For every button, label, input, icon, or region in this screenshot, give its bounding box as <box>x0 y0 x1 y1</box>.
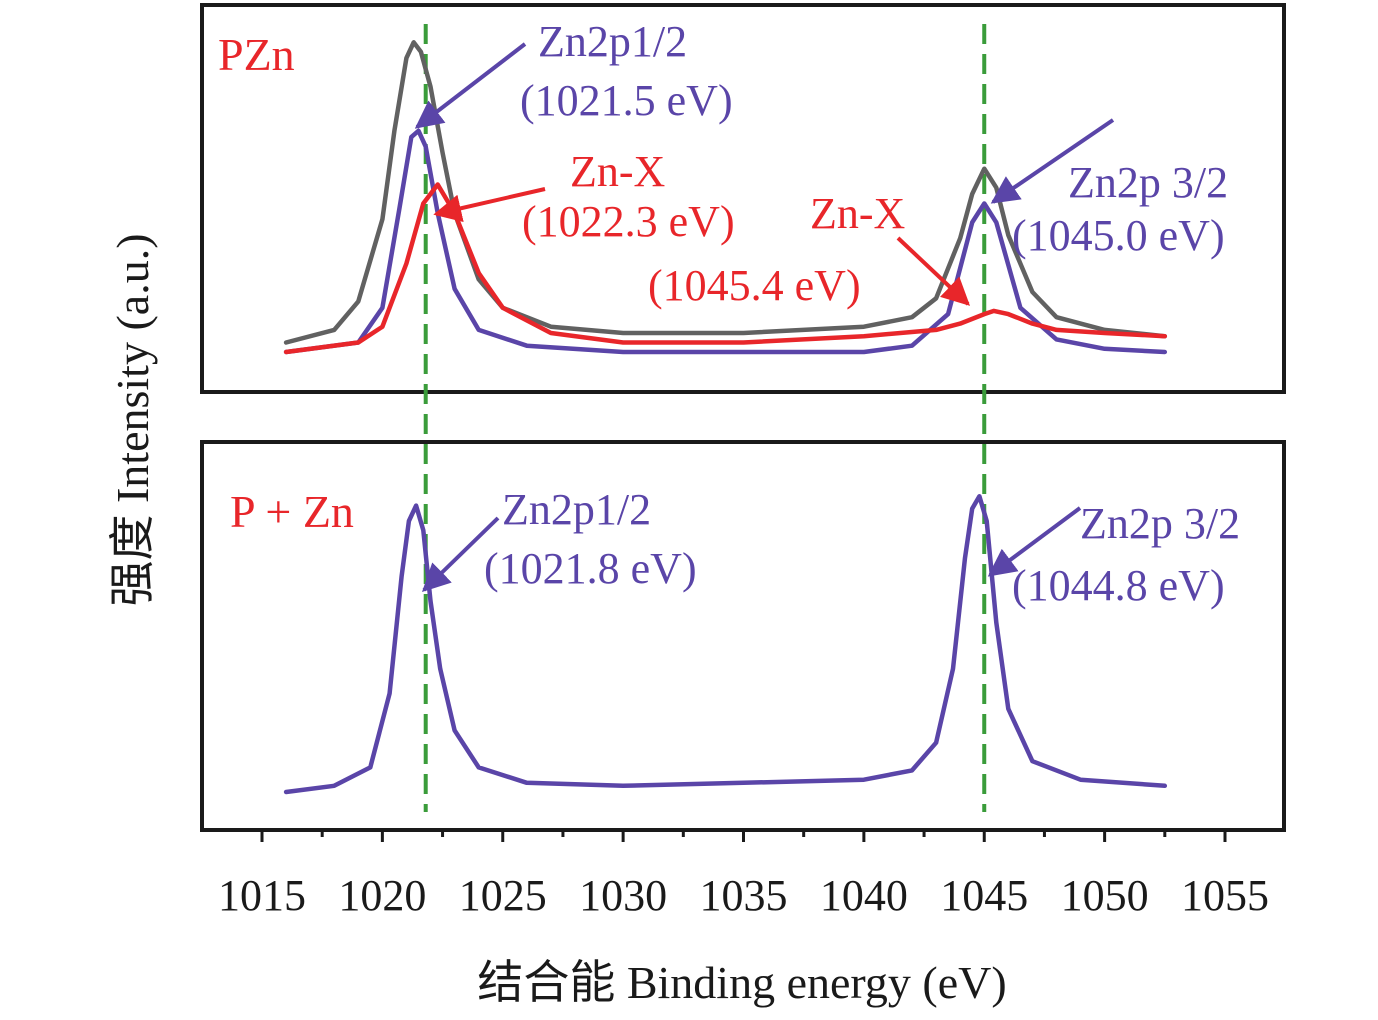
x-tick-label: 1020 <box>338 871 426 920</box>
series-layer <box>283 40 1168 795</box>
annotation-arrows <box>414 42 1115 592</box>
annotation-znx-1022-energy: (1022.3 eV) <box>522 197 735 246</box>
annotation-znx-1022-name: Zn-X <box>570 147 665 196</box>
arrow-zn2p12-top <box>414 42 527 129</box>
annotation-zn2p32-bottom-energy: (1044.8 eV) <box>1012 561 1225 610</box>
annotation-zn2p12-bottom-name: Zn2p1/2 <box>502 485 651 534</box>
arrow-zn2p32-bottom <box>987 506 1082 577</box>
annotation-zn2p12-bottom-energy: (1021.8 eV) <box>484 544 697 593</box>
x-tick-label: 1040 <box>820 871 908 920</box>
x-tick-label: 1050 <box>1061 871 1149 920</box>
panel-0-series-0 <box>283 40 1168 345</box>
reference-lines <box>423 24 987 812</box>
x-tick-label: 1030 <box>579 871 667 920</box>
annotation-zn2p32-top-energy: (1045.0 eV) <box>1012 211 1225 260</box>
annotations: Zn2p1/2 (1021.5 eV) Zn-X (1022.3 eV) Zn-… <box>484 17 1240 610</box>
y-axis-title: 强度 Intensity (a.u.) <box>107 233 158 606</box>
annotation-zn2p32-bottom-name: Zn2p 3/2 <box>1080 499 1240 548</box>
x-tick-label: 1015 <box>218 871 306 920</box>
x-tick-label: 1055 <box>1181 871 1269 920</box>
bottom-panel-label: P + Zn <box>230 486 354 537</box>
x-ticks: 1015 1020 1025 1030 1035 1040 1045 1050 1055 <box>218 830 1269 920</box>
arrow-znx-1022 <box>433 187 546 223</box>
annotation-zn2p12-top-energy: (1021.5 eV) <box>520 76 733 125</box>
annotation-znx-1045-energy: (1045.4 eV) <box>648 261 861 310</box>
x-tick-label: 1045 <box>940 871 1028 920</box>
annotation-znx-1045-name: Zn-X <box>810 189 905 238</box>
top-panel-label: PZn <box>218 29 295 80</box>
arrow-zn2p12-bottom <box>421 516 500 592</box>
annotation-zn2p12-top-name: Zn2p1/2 <box>538 17 687 66</box>
panel-0-series-1 <box>283 128 1168 355</box>
annotation-zn2p32-top-name: Zn2p 3/2 <box>1068 158 1228 207</box>
panel-0-series-2 <box>283 182 1168 355</box>
top-panel-frame <box>200 3 1286 394</box>
arrow-znx-1045 <box>896 236 971 306</box>
x-tick-label: 1035 <box>700 871 788 920</box>
x-tick-label: 1025 <box>459 871 547 920</box>
x-axis-title: 结合能 Binding energy (eV) <box>477 957 1006 1008</box>
arrow-zn2p32-top <box>990 118 1115 204</box>
